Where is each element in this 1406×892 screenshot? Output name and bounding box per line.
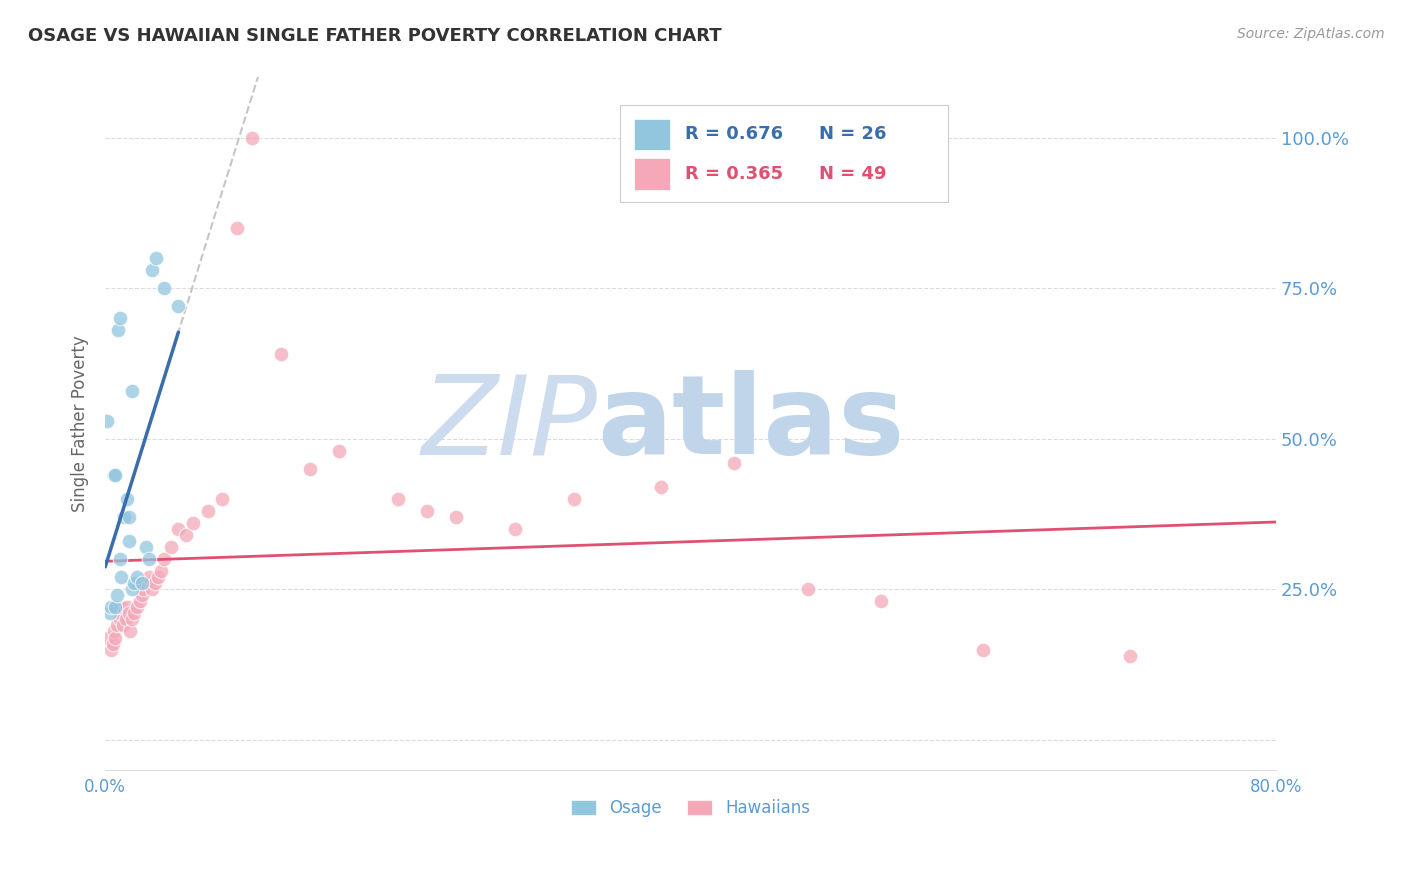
Point — [104, 467, 127, 482]
Point — [117, 510, 139, 524]
Point — [152, 552, 174, 566]
Point — [121, 582, 143, 597]
Point — [105, 588, 128, 602]
Point — [127, 570, 149, 584]
Point — [972, 642, 994, 657]
Point — [112, 510, 135, 524]
Point — [181, 516, 204, 530]
Point — [149, 564, 172, 578]
Point — [115, 491, 138, 506]
Point — [138, 552, 160, 566]
Point — [270, 347, 292, 361]
Point — [100, 600, 122, 615]
Point — [143, 576, 166, 591]
Point — [129, 594, 152, 608]
Point — [115, 600, 138, 615]
Point — [117, 534, 139, 549]
Bar — [634, 119, 669, 150]
Point — [108, 612, 131, 626]
Point — [103, 624, 125, 639]
Legend: Osage, Hawaiians: Osage, Hawaiians — [564, 793, 817, 824]
Point — [141, 263, 163, 277]
Text: R = 0.676: R = 0.676 — [685, 125, 783, 144]
Point — [446, 510, 468, 524]
Point — [110, 600, 132, 615]
Point — [145, 251, 167, 265]
Point — [110, 570, 132, 584]
Point — [121, 384, 143, 398]
Point — [167, 522, 190, 536]
Point — [650, 480, 672, 494]
Point — [131, 588, 153, 602]
Point — [174, 528, 197, 542]
Point — [124, 607, 146, 621]
Text: OSAGE VS HAWAIIAN SINGLE FATHER POVERTY CORRELATION CHART: OSAGE VS HAWAIIAN SINGLE FATHER POVERTY … — [28, 27, 721, 45]
Bar — [634, 159, 669, 190]
Point — [387, 491, 409, 506]
Point — [100, 642, 122, 657]
Point — [1118, 648, 1140, 663]
Point — [152, 281, 174, 295]
Point — [111, 618, 134, 632]
Point — [146, 570, 169, 584]
Point — [135, 540, 157, 554]
Point — [132, 582, 155, 597]
Point — [131, 576, 153, 591]
Point — [108, 311, 131, 326]
Point — [141, 582, 163, 597]
Point — [127, 600, 149, 615]
Point — [101, 636, 124, 650]
Point — [226, 221, 249, 235]
Text: atlas: atlas — [598, 370, 904, 477]
Text: N = 26: N = 26 — [820, 125, 887, 144]
Point — [117, 607, 139, 621]
Point — [135, 576, 157, 591]
Point — [328, 443, 350, 458]
Point — [796, 582, 818, 597]
Point — [98, 607, 121, 621]
Point — [723, 456, 745, 470]
Y-axis label: Single Father Poverty: Single Father Poverty — [72, 335, 89, 512]
Text: R = 0.365: R = 0.365 — [685, 165, 783, 184]
Point — [120, 624, 142, 639]
Point — [240, 130, 263, 145]
Text: N = 49: N = 49 — [820, 165, 887, 184]
Point — [503, 522, 526, 536]
Point — [869, 594, 891, 608]
Text: Source: ZipAtlas.com: Source: ZipAtlas.com — [1237, 27, 1385, 41]
Point — [97, 631, 120, 645]
Point — [108, 552, 131, 566]
Point — [107, 323, 129, 337]
Point — [160, 540, 183, 554]
Point — [416, 504, 439, 518]
Point — [114, 612, 136, 626]
Point — [138, 570, 160, 584]
Point — [103, 467, 125, 482]
Point — [562, 491, 585, 506]
Text: ZIP: ZIP — [420, 370, 598, 477]
Point — [96, 414, 118, 428]
FancyBboxPatch shape — [620, 105, 948, 202]
Point — [108, 607, 131, 621]
Point — [197, 504, 219, 518]
Point — [211, 491, 233, 506]
Point — [299, 462, 322, 476]
Point — [105, 618, 128, 632]
Point — [124, 576, 146, 591]
Point — [167, 299, 190, 313]
Point — [104, 600, 127, 615]
Point — [121, 612, 143, 626]
Point — [104, 631, 127, 645]
